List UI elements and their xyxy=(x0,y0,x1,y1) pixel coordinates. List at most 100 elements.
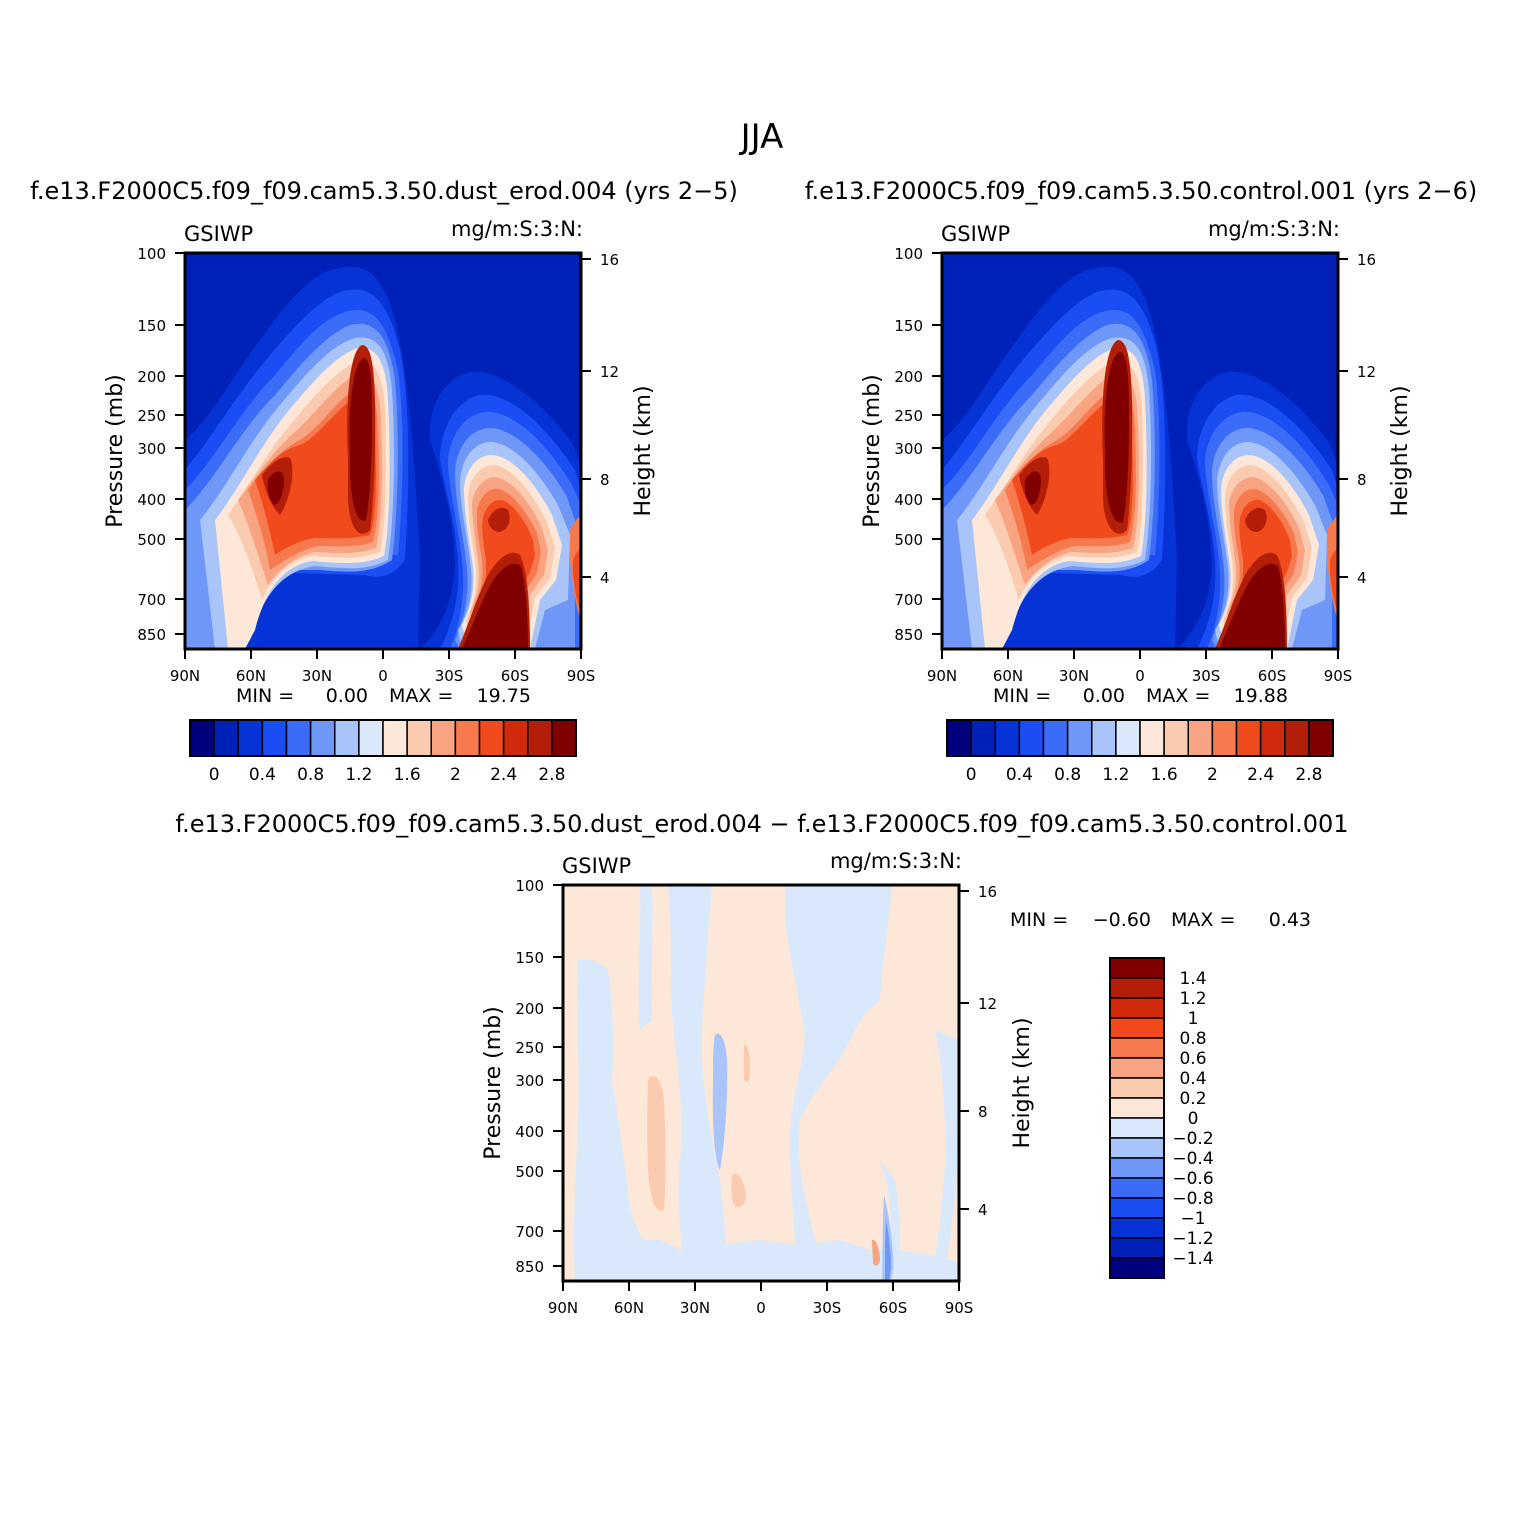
y-axis-title-right: Height (km) xyxy=(1388,385,1413,516)
x-tick-label: 90N xyxy=(927,667,957,685)
y-tick-label: 200 xyxy=(137,368,166,386)
y-axis-left: 100 150 200 250 300 400 500 700 850 Pres… xyxy=(103,245,185,644)
panel-title: f.e13.F2000C5.f09_f09.cam5.3.50.control.… xyxy=(805,177,1478,205)
colorbar-label: 1.4 xyxy=(1179,969,1206,989)
colorbar-swatch xyxy=(1109,1017,1165,1039)
x-tick-label: 90S xyxy=(1324,667,1353,685)
panel-title: f.e13.F2000C5.f09_f09.cam5.3.50.dust_ero… xyxy=(175,810,1348,838)
y-tick-label: 100 xyxy=(137,245,166,263)
colorbar-swatch xyxy=(213,719,239,757)
x-tick-label: 60N xyxy=(236,667,266,685)
x-tick-label: 60N xyxy=(993,667,1023,685)
colorbar-label: 0.8 xyxy=(297,765,324,785)
colorbar-swatch xyxy=(1109,957,1165,979)
colorbar-swatch xyxy=(1109,1077,1165,1099)
height-tick-label: 4 xyxy=(978,1201,988,1219)
colorbar-label: 0 xyxy=(966,765,977,785)
min-label: MIN = xyxy=(993,685,1051,707)
colorbar-label: 0.4 xyxy=(1006,765,1033,785)
colorbar-swatch xyxy=(1163,719,1189,757)
x-tick-label: 0 xyxy=(378,667,388,685)
min-max-readout: MIN = 0.00 MAX = 19.75 xyxy=(236,685,531,707)
colorbar-swatch xyxy=(946,719,972,757)
min-value: 0.00 xyxy=(326,685,368,707)
colorbar-swatch xyxy=(406,719,432,757)
y-axis-title: Pressure (mb) xyxy=(481,1006,506,1160)
right-string: mg/m:S:3:N: xyxy=(1208,217,1340,241)
x-tick-label: 60N xyxy=(614,1299,644,1317)
height-tick-label: 4 xyxy=(1357,569,1367,587)
colorbar-swatch xyxy=(970,719,996,757)
max-label: MAX = xyxy=(1146,685,1210,707)
colorbar-swatch xyxy=(334,719,360,757)
colorbar-swatch xyxy=(1109,1257,1165,1279)
colorbar-label: 0.8 xyxy=(1179,1029,1206,1049)
max-value: 19.75 xyxy=(477,685,531,707)
colorbar-label: 0.6 xyxy=(1179,1049,1206,1069)
panel-dust-erod: f.e13.F2000C5.f09_f09.cam5.3.50.dust_ero… xyxy=(30,177,738,785)
x-tick-label: 90N xyxy=(170,667,200,685)
colorbar-label: 2.4 xyxy=(1247,765,1274,785)
colorbar-label: 2.4 xyxy=(490,765,517,785)
panel-difference: f.e13.F2000C5.f09_f09.cam5.3.50.dust_ero… xyxy=(175,810,1348,1317)
y-tick-label: 850 xyxy=(894,626,923,644)
min-value: −0.60 xyxy=(1093,909,1151,931)
height-tick-label: 8 xyxy=(978,1103,988,1121)
y-axis-right: 16 12 8 4 Height (km) xyxy=(1338,251,1413,587)
y-tick-label: 500 xyxy=(894,531,923,549)
colorbar-swatch xyxy=(1109,1117,1165,1139)
y-tick-label: 400 xyxy=(894,491,923,509)
y-axis-title-right: Height (km) xyxy=(631,385,656,516)
colorbar-swatch xyxy=(1109,1197,1165,1219)
height-tick-label: 12 xyxy=(1357,363,1376,381)
min-max-readout: MIN = 0.00 MAX = 19.88 xyxy=(993,685,1288,707)
y-tick-label: 400 xyxy=(515,1123,544,1141)
height-tick-label: 16 xyxy=(978,883,997,901)
height-tick-label: 8 xyxy=(1357,471,1367,489)
x-axis: 90N 60N 30N 0 30S 60S 90S xyxy=(927,649,1352,685)
colorbar-swatch xyxy=(358,719,384,757)
colorbar-swatch xyxy=(189,719,215,757)
y-tick-label: 500 xyxy=(137,531,166,549)
max-label: MAX = xyxy=(1171,909,1235,931)
y-axis-title-right: Height (km) xyxy=(1010,1017,1035,1148)
colorbar-swatch xyxy=(382,719,408,757)
colorbar-swatch xyxy=(1109,1097,1165,1119)
page-title: JJA xyxy=(739,117,784,157)
x-tick-label: 0 xyxy=(756,1299,766,1317)
contour-field xyxy=(942,253,1338,649)
colorbar-label: −0.2 xyxy=(1172,1129,1213,1149)
x-tick-label: 90S xyxy=(945,1299,974,1317)
colorbar-frame xyxy=(189,719,577,757)
right-string: mg/m:S:3:N: xyxy=(451,217,583,241)
colorbar-label: 0 xyxy=(1188,1109,1199,1129)
y-tick-label: 200 xyxy=(894,368,923,386)
y-tick-label: 250 xyxy=(137,407,166,425)
colorbar-label: 0.2 xyxy=(1179,1089,1206,1109)
colorbar: 0 0.4 0.8 1.2 1.6 2 2.4 2.8 xyxy=(189,719,577,785)
colorbar-swatch xyxy=(1235,719,1262,757)
y-tick-label: 150 xyxy=(515,949,544,967)
y-tick-label: 300 xyxy=(894,440,923,458)
y-axis-left: 100 150 200 250 300 400 500 700 850 Pres… xyxy=(481,877,563,1276)
height-tick-label: 12 xyxy=(600,363,619,381)
y-axis-right: 16 12 8 4 Height (km) xyxy=(959,883,1035,1219)
y-tick-label: 700 xyxy=(515,1223,544,1241)
x-tick-label: 30N xyxy=(302,667,332,685)
left-string: GSIWP xyxy=(184,222,253,246)
panel-control: f.e13.F2000C5.f09_f09.cam5.3.50.control.… xyxy=(805,177,1478,785)
x-tick-label: 90S xyxy=(567,667,596,685)
x-tick-label: 30S xyxy=(813,1299,842,1317)
colorbar-swatch xyxy=(261,719,288,757)
height-tick-label: 4 xyxy=(600,569,610,587)
colorbar-label: 0.8 xyxy=(1054,765,1081,785)
colorbar-swatch xyxy=(1109,1217,1165,1239)
colorbar: 0 0.4 0.8 1.2 1.6 2 2.4 2.8 xyxy=(946,719,1334,785)
colorbar-swatch xyxy=(454,719,481,757)
contour-field xyxy=(185,253,581,649)
height-tick-label: 12 xyxy=(978,995,997,1013)
x-axis: 90N 60N 30N 0 30S 60S 90S xyxy=(548,1281,973,1317)
colorbar-swatch xyxy=(1109,1037,1165,1059)
colorbar-swatch xyxy=(1091,719,1117,757)
